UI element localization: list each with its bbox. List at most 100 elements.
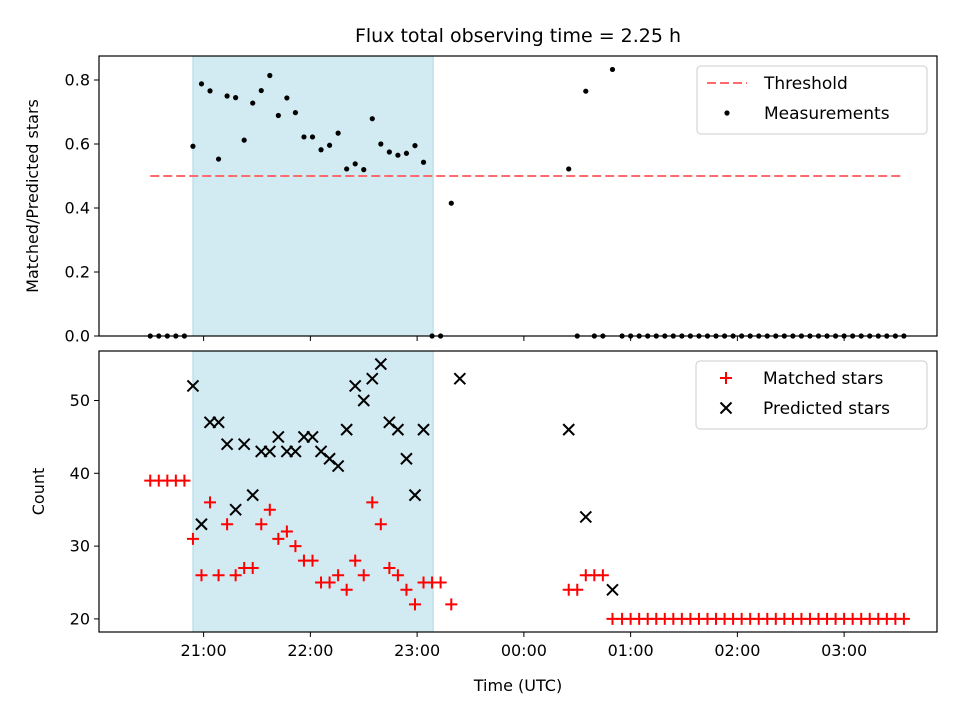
x-tick-label: 03:00 [821,641,867,660]
data-point [412,143,418,149]
x-marker [246,488,259,502]
data-point [250,100,256,106]
data-point [241,137,247,143]
plus-marker [229,569,242,582]
data-point [448,200,454,206]
x-marker [186,379,200,393]
observing-interval-shade [192,55,434,337]
y-tick-label: 50 [70,391,90,410]
data-point [258,87,264,94]
data-point [335,130,341,136]
ratio-panel: 0.0 0.2 0.4 0.6 0.8 Matched/Predicted stars Th… [23,55,938,346]
count-panel: 20 30 40 50 21:00 22:00 23:00 00:00 01:00 02:00 03… [29,350,938,660]
plus-marker [408,598,421,611]
axes-frame [98,350,938,633]
y-tick-label: 40 [70,464,90,483]
y-tick-label: 0.8 [65,71,90,90]
plus-marker [383,561,396,574]
plus-marker [263,503,276,516]
y-axis-label: Count [29,468,48,516]
plus-marker [272,532,285,545]
plus-marker [289,540,302,553]
x-marker [562,423,575,436]
x-marker [400,452,413,465]
x-marker [306,430,319,444]
plus-marker [178,474,191,487]
x-marker [212,416,225,429]
x-marker [357,394,370,407]
data-point [267,72,273,79]
x-marker [417,423,430,436]
plus-marker [445,598,458,611]
x-marker [220,437,234,451]
data-point [386,149,392,155]
data-point [198,81,205,87]
observing-interval-shade [192,350,434,633]
data-point [215,156,222,162]
plus-marker [323,576,336,589]
y-tick-label: 20 [70,609,90,628]
legend-label: Predicted stars [763,399,890,419]
x-marker [579,510,592,524]
plus-marker [349,554,362,567]
plus-marker [204,496,217,509]
y-axis-label: Matched/Predicted stars [23,99,42,293]
x-tick-label: 00:00 [501,641,547,660]
x-axis-label: Time (UTC) [473,676,562,695]
data-point [207,88,213,94]
data-point [395,152,401,158]
data-point [301,134,307,140]
x-marker [348,379,362,393]
data-point [403,150,410,156]
data-point [420,159,427,165]
x-marker [340,423,353,436]
x-tick-label: 22:00 [287,641,333,660]
legend: Threshold Measurements [696,65,928,135]
y-tick-label: 30 [70,537,90,556]
plus-marker [212,569,225,582]
x-tick-label: 02:00 [714,641,760,660]
plus-marker [571,583,584,596]
y-tick-label: 0.2 [65,263,90,282]
plus-marker [195,569,208,582]
data-point [284,95,290,101]
x-marker [229,503,242,516]
plus-marker [186,532,199,545]
data-point [361,167,367,173]
data-point [275,112,281,119]
legend-label: Measurements [764,104,890,124]
data-point [190,143,196,149]
plus-marker [255,518,268,531]
data-point [378,141,384,147]
plus-marker [221,518,234,531]
x-marker [272,430,285,444]
legend-dot-swatch [724,110,730,116]
legend-box [696,65,928,135]
plus-marker [434,576,447,589]
plus-marker [340,583,353,596]
plus-marker [306,554,319,567]
data-point [609,66,616,73]
data-point [369,116,375,122]
x-marker [331,459,345,473]
x-marker [263,445,277,458]
plus-marker [332,569,345,582]
legend: Matched stars Predicted stars [695,360,928,430]
plus-marker [280,525,293,538]
plus-marker [366,496,379,509]
x-marker [453,372,467,385]
plus-marker [391,569,404,582]
y-tick-label: 0.4 [65,199,90,218]
data-point [233,95,239,101]
data-point [566,166,572,172]
legend-x-swatch [719,401,733,415]
legend-label: Threshold [763,74,848,94]
plus-marker [596,569,609,582]
plus-marker [374,518,387,531]
x-tick-label: 23:00 [394,641,440,660]
data-point [292,110,299,116]
legend-label: Matched stars [763,369,883,389]
data-point [344,166,350,172]
axes-frame [98,55,938,337]
